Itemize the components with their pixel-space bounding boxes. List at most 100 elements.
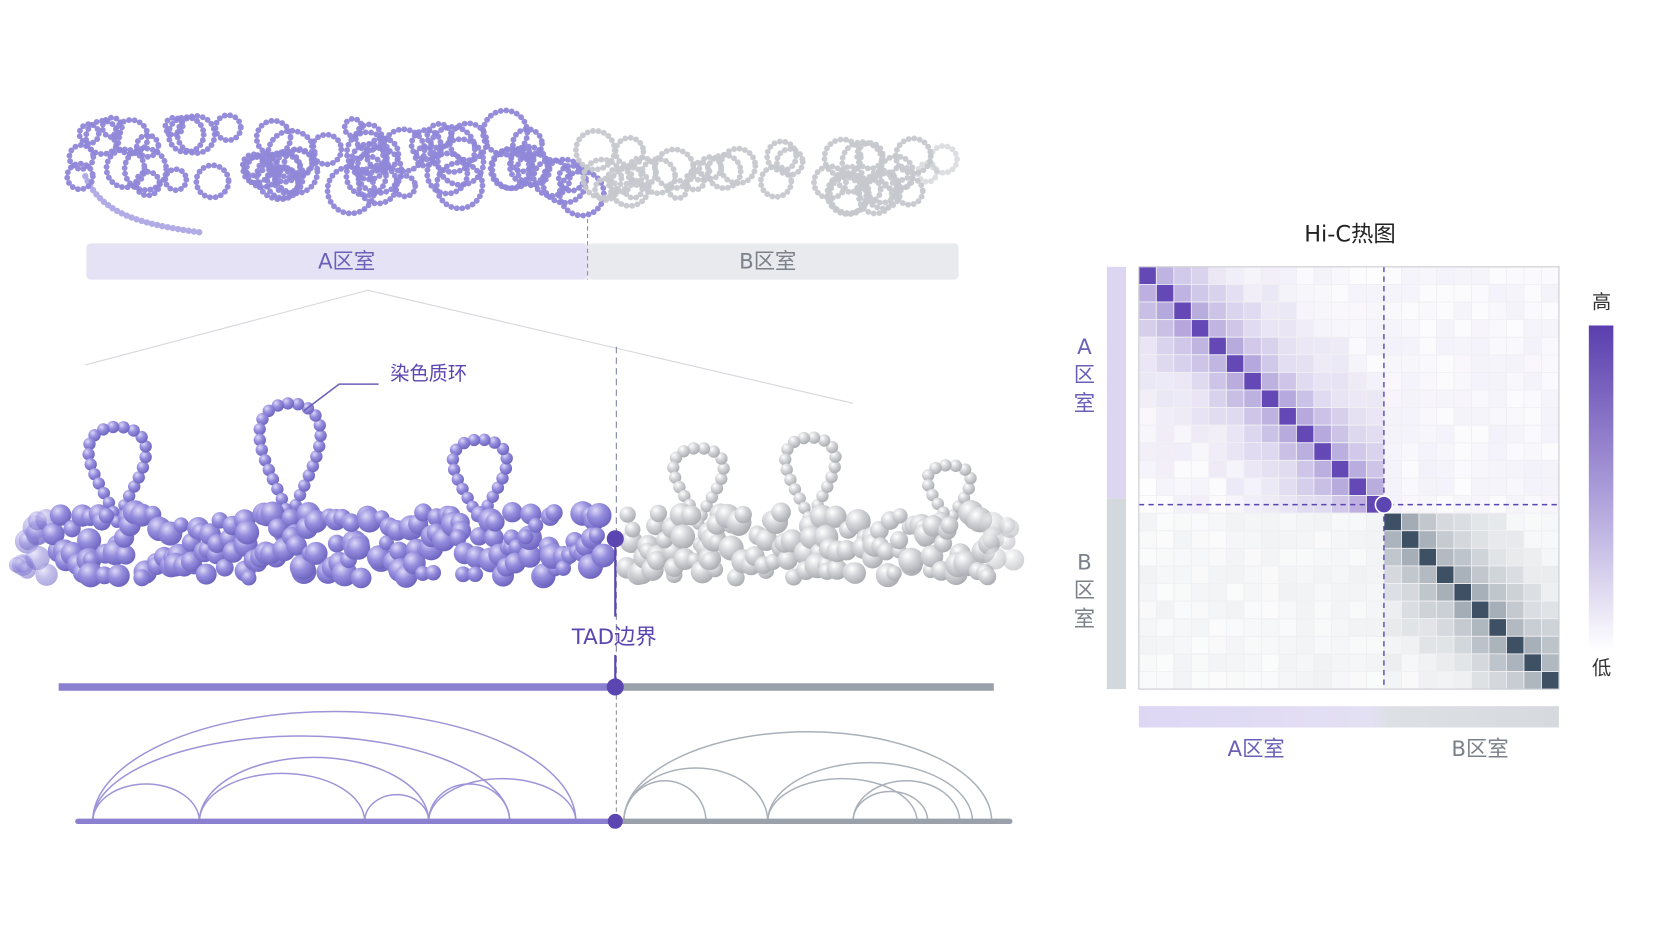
cluster-bead: [241, 570, 257, 586]
heatmap-cell: [1173, 547, 1192, 567]
heatmap-cell: [1400, 301, 1420, 321]
heatmap-cell: [1418, 653, 1437, 672]
heatmap-cell: [1400, 336, 1420, 356]
heatmap-cell: [1523, 371, 1542, 391]
heatmap-cell: [1295, 477, 1315, 496]
heatmap-cell: [1190, 635, 1210, 655]
cluster-bead: [545, 504, 563, 522]
heatmap-cell: [1243, 671, 1262, 690]
heatmap-cell: [1488, 319, 1507, 338]
heatmap-cell: [1225, 618, 1245, 637]
heatmap-cell: [1173, 653, 1192, 672]
cluster-bead: [1002, 548, 1025, 571]
heatmap-cell: [1138, 424, 1157, 444]
heatmap-cell: [1383, 407, 1402, 426]
heatmap-cell: [1400, 671, 1420, 690]
heatmap-cell: [1243, 319, 1262, 338]
heatmap-cell: [1453, 635, 1472, 655]
heatmap-cell: [1138, 512, 1157, 532]
heatmap-cell: [1190, 389, 1210, 409]
contact-arc: [852, 790, 929, 822]
loop-bead: [447, 463, 461, 476]
heatmap-cell: [1295, 283, 1315, 303]
heatmap-cell: [1400, 512, 1420, 532]
heatmap-cell: [1278, 354, 1297, 373]
heatmap-cell: [1190, 283, 1210, 303]
heatmap-cell: [1278, 512, 1297, 532]
heatmap-cell: [1260, 653, 1280, 672]
heatmap-cell: [1278, 583, 1297, 602]
loop-bead: [962, 482, 975, 495]
cluster-bead: [77, 528, 102, 553]
cluster-bead: [115, 545, 136, 565]
heatmap-cell: [1155, 530, 1175, 549]
loop-bead: [829, 450, 842, 463]
heatmap-cell: [1365, 565, 1385, 584]
heatmap-cell: [1400, 389, 1420, 409]
loop-bead: [253, 422, 266, 436]
heatmap-cell: [1488, 477, 1507, 496]
heatmap-cell: [1453, 547, 1472, 567]
cluster-bead: [78, 562, 104, 588]
loop-bead: [127, 424, 140, 437]
loop-bead: [707, 445, 720, 458]
loop-bead: [710, 482, 724, 495]
fiber-ring: [424, 121, 455, 151]
loop-bead: [488, 436, 501, 449]
heatmap-cell: [1295, 530, 1315, 549]
heatmap-cell: [1418, 389, 1437, 409]
heatmap-cell: [1138, 635, 1157, 655]
heatmap-cell: [1365, 618, 1385, 637]
heatmap-cell: [1243, 407, 1262, 426]
heatmap-cell: [1436, 583, 1455, 602]
heatmap-cell: [1471, 371, 1490, 391]
loop-bead: [667, 461, 680, 474]
heatmap-cell: [1173, 407, 1192, 426]
heatmap-cell: [1225, 407, 1245, 426]
heatmap-cell: [1488, 283, 1507, 303]
heatmap-cell: [1541, 459, 1560, 479]
heatmap-cell: [1155, 407, 1175, 426]
loop-bead: [97, 486, 111, 500]
heatmap-cell: [1541, 354, 1560, 373]
fiber-ring: [212, 112, 244, 144]
heatmap-cell: [1383, 266, 1402, 285]
heatmap-cell: [1365, 389, 1385, 409]
heatmap-cell: [1471, 477, 1490, 496]
heatmap-cell: [1243, 389, 1262, 409]
heatmap-cell: [1208, 459, 1227, 479]
fiber-ring: [162, 166, 190, 194]
tad-boundary-label: TAD边界: [571, 625, 657, 650]
heatmap-cell: [1295, 671, 1315, 690]
heatmap-cell: [1453, 653, 1472, 672]
boundary-dot: [606, 530, 624, 548]
heatmap-cell: [1453, 671, 1472, 690]
cluster-bead: [1000, 518, 1020, 538]
heatmap-cell: [1523, 530, 1542, 549]
heatmap-cell: [1138, 618, 1157, 637]
heatmap-cell: [1471, 530, 1490, 549]
heatmap-cell: [1436, 565, 1455, 584]
heatmap-cell: [1330, 354, 1350, 373]
heatmap-cell: [1155, 354, 1175, 373]
loop-bead: [128, 480, 141, 493]
heatmap-cell: [1383, 512, 1402, 532]
fiber-ring: [66, 142, 97, 172]
heatmap-cell: [1488, 266, 1507, 285]
heatmap-cell: [1313, 407, 1332, 426]
heatmap-cell: [1365, 336, 1385, 356]
cluster-bead: [771, 502, 791, 523]
row-label-char: B: [1077, 550, 1092, 575]
heatmap-cell: [1383, 354, 1402, 373]
heatmap-cell: [1436, 371, 1455, 391]
heatmap-cell: [1453, 424, 1472, 444]
heatmap-cell: [1313, 319, 1332, 338]
heatmap-cell: [1453, 407, 1472, 426]
heatmap-cell: [1436, 459, 1455, 479]
chromatin-fiber-detail: [8, 397, 1025, 589]
cluster-bead: [586, 502, 612, 528]
heatmap-cell: [1190, 371, 1210, 391]
heatmap-cell: [1348, 530, 1367, 549]
loop-bead: [456, 482, 469, 496]
heatmap-cell: [1436, 600, 1455, 620]
